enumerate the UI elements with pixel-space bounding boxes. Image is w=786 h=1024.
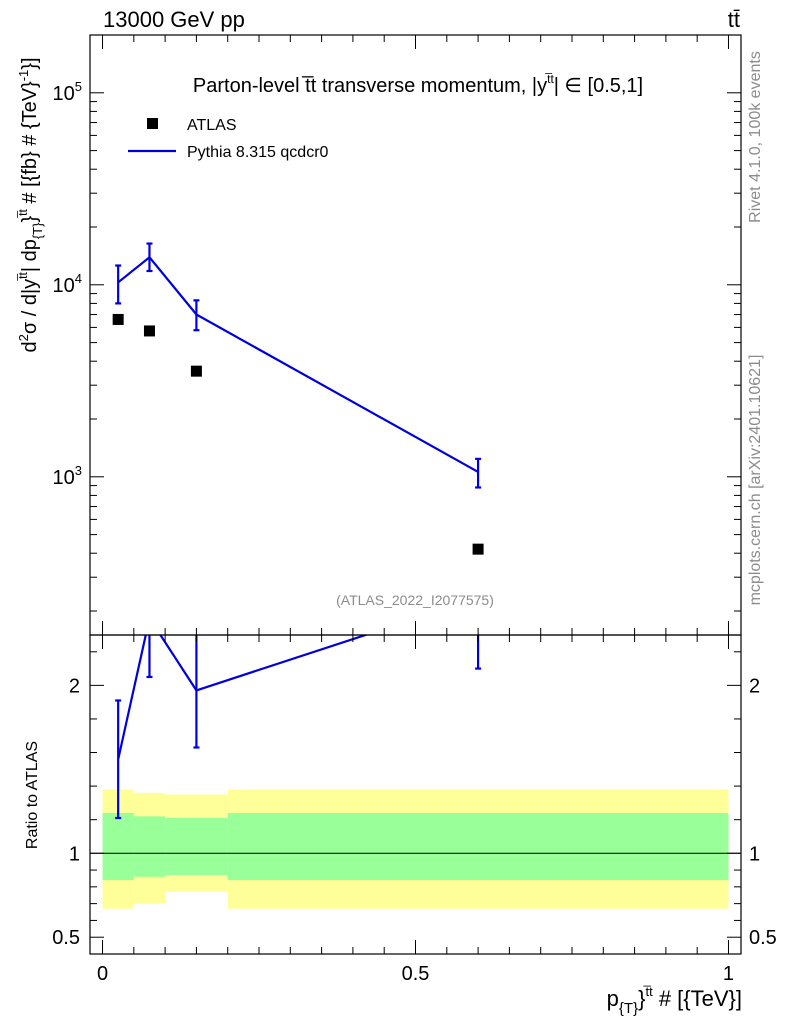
x-tick-label: 0 [97, 963, 108, 985]
chart-title: Parton-level t̅t transverse momentum, |y… [193, 72, 643, 97]
ratio-band-segment [102, 812, 134, 881]
ratio-y-tick-label-right: 2 [749, 675, 760, 697]
legend-pythia-label: Pythia 8.315 qcdcr0 [187, 144, 329, 161]
ratio-y-tick-label-left: 2 [69, 675, 80, 697]
main-y-tick-label: 104 [53, 271, 82, 297]
ratio-y-axis-label: Ratio to ATLAS [24, 741, 41, 849]
main-y-tick-label: 103 [53, 463, 82, 489]
header-right: tt̄ [728, 7, 740, 32]
legend-atlas-marker [147, 118, 158, 129]
ratio-y-tick-label-right: 1 [749, 843, 760, 865]
ratio-band-segment [227, 812, 729, 881]
ratio-frame [89, 634, 742, 955]
ratio-y-tick-label-left: 1 [69, 843, 80, 865]
main-y-axis-label: d2σ / d|yt̅t| dp{T}}t̅t # [{fb} # {TeV}-… [16, 57, 45, 352]
main-y-tick-label: 105 [53, 79, 82, 105]
rivet-label: Rivet 4.1.0, 100k events [747, 51, 764, 223]
pythia-line [117, 255, 479, 473]
atlas-data-point [472, 543, 484, 555]
x-axis-label: p{T}}t̅t # [{TeV}] [607, 984, 742, 1017]
x-tick-label: 0.5 [402, 963, 430, 985]
ratio-pythia-line [117, 635, 370, 760]
ratio-panel: 0.5 0.5 1 1 2 2 0 0.5 1 [52, 634, 777, 985]
atlas-data-point [190, 365, 202, 377]
ratio-y-tick-label-left: 0.5 [52, 927, 80, 949]
x-tick-label: 1 [723, 963, 734, 985]
header-left: 13000 GeV pp [103, 7, 245, 32]
atlas-data-point [143, 325, 155, 337]
analysis-watermark: (ATLAS_2022_I2077575) [336, 592, 494, 608]
legend-atlas-label: ATLAS [187, 117, 237, 134]
legend: ATLAS Pythia 8.315 qcdcr0 [128, 117, 329, 161]
ratio-y-tick-label-right: 0.5 [749, 927, 777, 949]
atlas-data-point [112, 313, 124, 325]
ratio-band-segment [165, 818, 228, 876]
ratio-band-segment [133, 816, 166, 877]
mcplots-label: mcplots.cern.ch [arXiv:2401.10621] [747, 355, 764, 606]
